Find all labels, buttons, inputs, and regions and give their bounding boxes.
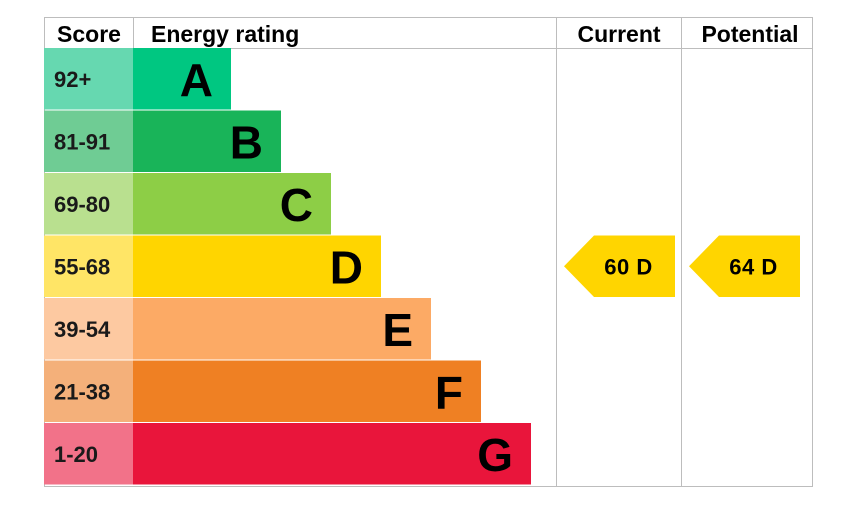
score-cell-e	[44, 298, 133, 360]
score-range-a: 92+	[54, 67, 91, 92]
score-range-d: 55-68	[54, 254, 110, 279]
potential-rating-arrow	[689, 235, 800, 297]
score-range-b: 81-91	[54, 129, 110, 154]
score-range-e: 39-54	[54, 317, 111, 342]
band-bar-d	[133, 235, 381, 297]
band-bar-g	[133, 423, 531, 485]
band-bar-e	[133, 298, 431, 360]
score-cell-d	[44, 235, 133, 297]
band-letter-e: E	[382, 304, 413, 356]
rating-bands: 92+ A 81-91 B 69-80 C 55-68 D 39-54 E 21-38 F 1-20 G	[44, 48, 531, 485]
score-range-f: 21-38	[54, 379, 110, 404]
score-cell-b	[44, 110, 133, 172]
band-letter-b: B	[230, 116, 263, 168]
current-rating-arrow	[564, 235, 675, 297]
potential-rating-label: 64 D	[729, 254, 777, 279]
rating-arrows: 60 D 64 D	[564, 235, 800, 297]
header-current: Current	[577, 21, 660, 47]
band-bar-c	[133, 173, 331, 235]
band-letter-d: D	[330, 241, 363, 293]
score-cell-a	[44, 48, 133, 110]
band-letter-c: C	[280, 179, 313, 231]
header-potential: Potential	[701, 21, 798, 47]
current-rating-label: 60 D	[604, 254, 652, 279]
band-letter-f: F	[435, 366, 463, 418]
band-letter-a: A	[180, 54, 213, 106]
header-energy-rating: Energy rating	[151, 21, 299, 47]
score-range-g: 1-20	[54, 442, 98, 467]
band-bar-b	[133, 110, 281, 172]
band-bar-f	[133, 360, 481, 422]
score-range-c: 69-80	[54, 192, 110, 217]
score-cell-f	[44, 360, 133, 422]
band-bar-a	[133, 48, 231, 110]
header-score: Score	[57, 21, 121, 47]
band-letter-g: G	[477, 429, 513, 481]
score-cell-g	[44, 423, 133, 485]
score-cell-c	[44, 173, 133, 235]
